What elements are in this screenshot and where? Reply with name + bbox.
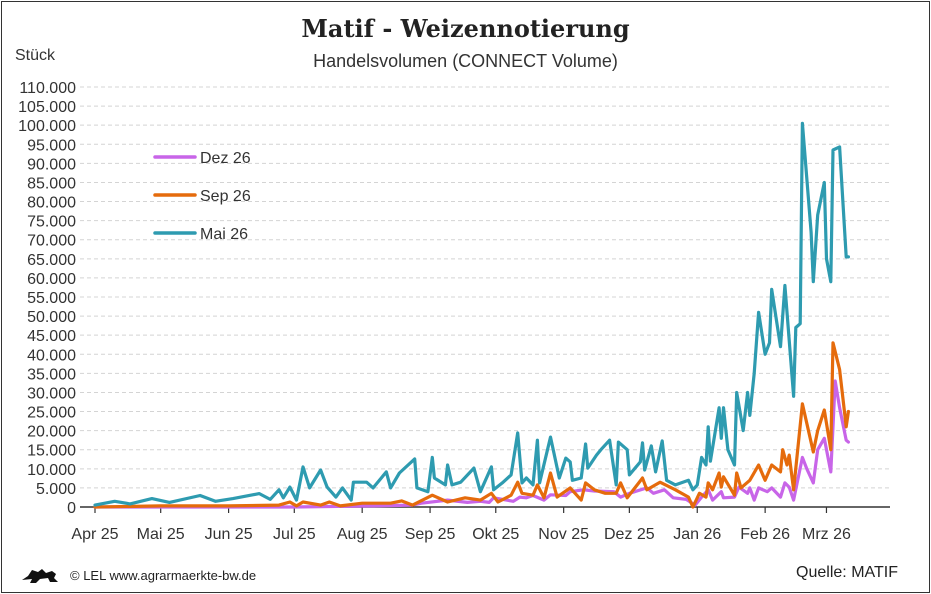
y-tick-label: 0 <box>67 500 76 517</box>
y-tick-label: 90.000 <box>27 156 76 173</box>
x-tick-label: Jun 25 <box>205 526 253 543</box>
y-tick-label: 85.000 <box>27 175 76 192</box>
y-tick-label: 60.000 <box>27 271 76 288</box>
y-tick-label: 50.000 <box>27 309 76 326</box>
x-tick-label: Apr 25 <box>71 526 118 543</box>
y-tick-label: 35.000 <box>27 366 76 383</box>
footer-credit: © LEL www.agrarmaerkte-bw.de <box>20 566 256 584</box>
y-tick-label: 55.000 <box>27 290 76 307</box>
chart-title: Matif - Weizennotierung <box>301 14 630 43</box>
x-tick-label: Mrz 26 <box>802 526 851 543</box>
y-tick-label: 20.000 <box>27 424 76 441</box>
series-line-mai-26 <box>93 121 851 507</box>
y-tick-label: 10.000 <box>27 462 76 479</box>
y-tick-label: 5.000 <box>36 481 76 498</box>
legend-label: Mai 26 <box>200 226 248 243</box>
y-tick-label: 75.000 <box>27 214 76 231</box>
y-tick-label: 65.000 <box>27 252 76 269</box>
y-tick-label: 40.000 <box>27 347 76 364</box>
y-tick-label: 70.000 <box>27 233 76 250</box>
x-tick-label: Dez 25 <box>604 526 655 543</box>
legend-label: Sep 26 <box>200 188 251 205</box>
y-tick-label: 25.000 <box>27 405 76 422</box>
legend-label: Dez 26 <box>200 150 251 167</box>
x-tick-label: Feb 26 <box>740 526 790 543</box>
y-tick-label: 30.000 <box>27 385 76 402</box>
series-line-sep-26 <box>93 341 851 509</box>
x-tick-label: Nov 25 <box>538 526 589 543</box>
y-tick-label: 105.000 <box>18 99 76 116</box>
x-tick-label: Aug 25 <box>337 526 388 543</box>
y-tick-label: 45.000 <box>27 328 76 345</box>
y-tick-label: 15.000 <box>27 443 76 460</box>
y-tick-label: 80.000 <box>27 195 76 212</box>
y-axis-unit: Stück <box>15 47 56 64</box>
source-text: Quelle: MATIF <box>796 564 898 581</box>
chart-subtitle: Handelsvolumen (CONNECT Volume) <box>313 51 618 71</box>
x-tick-label: Okt 25 <box>472 526 519 543</box>
x-tick-label: Mai 25 <box>137 526 185 543</box>
y-tick-label: 100.000 <box>18 118 76 135</box>
copyright-text: © LEL www.agrarmaerkte-bw.de <box>70 567 257 583</box>
y-tick-label: 110.000 <box>19 80 76 97</box>
y-tick-label: 95.000 <box>27 137 76 154</box>
x-tick-label: Jul 25 <box>273 526 316 543</box>
lion-icon <box>22 569 58 583</box>
x-tick-label: Sep 25 <box>405 526 456 543</box>
x-tick-label: Jan 26 <box>673 526 721 543</box>
